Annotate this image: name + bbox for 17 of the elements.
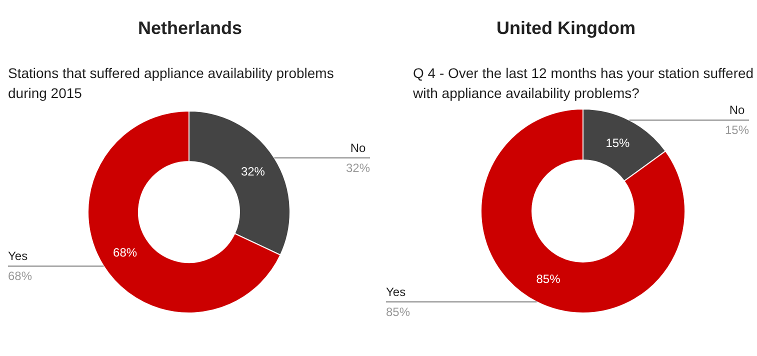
data-label: 68% xyxy=(113,246,138,260)
chart-title: Netherlands xyxy=(138,18,242,38)
chart-subtitle: Q 4 - Over the last 12 months has your station suffered with appliance availability problems? xyxy=(412,65,754,101)
text: 32% xyxy=(346,160,370,175)
text: 68% xyxy=(8,269,32,284)
slice-label: Yes xyxy=(8,249,28,264)
donut-slice xyxy=(480,108,686,314)
data-label: 32% xyxy=(240,164,266,178)
slice-label: Yes xyxy=(386,284,406,299)
chart-title: United Kingdom xyxy=(496,18,636,38)
text: 15% xyxy=(724,123,750,138)
data-label: 15% xyxy=(606,136,630,150)
chart-subtitle: Stations that suffered appliance availability problems during 2015 xyxy=(8,65,334,101)
data-label: 85% xyxy=(536,272,561,286)
slice-label: No xyxy=(729,103,745,118)
slice-label: No xyxy=(350,140,366,155)
text: 85% xyxy=(386,304,410,319)
